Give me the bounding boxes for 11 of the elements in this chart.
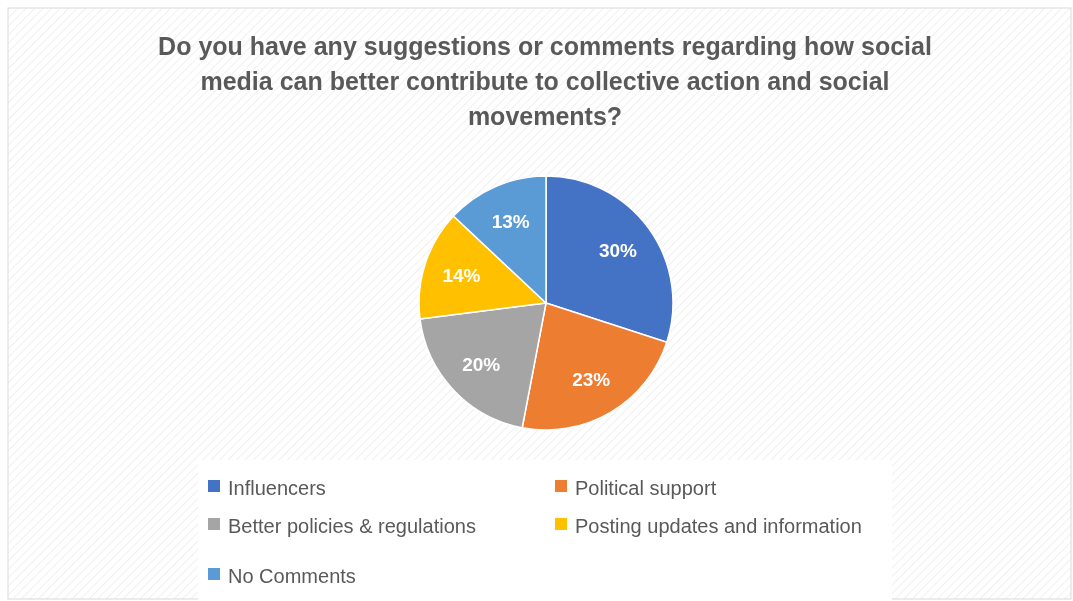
data-label: 23% bbox=[572, 369, 611, 391]
chart-title: Do you have any suggestions or comments regarding how social media can better contribute to collective action and social movements? bbox=[158, 32, 932, 130]
legend-label: Posting updates and information bbox=[575, 515, 862, 537]
data-label: 14% bbox=[442, 265, 481, 287]
legend-label: Influencers bbox=[228, 477, 326, 499]
data-label: 13% bbox=[491, 211, 530, 233]
legend-label: Better policies & regulations bbox=[228, 515, 476, 537]
legend-label: No Comments bbox=[228, 565, 356, 587]
data-label: 20% bbox=[462, 353, 501, 375]
legend-label: Political support bbox=[575, 477, 717, 499]
data-label: 30% bbox=[598, 240, 638, 262]
